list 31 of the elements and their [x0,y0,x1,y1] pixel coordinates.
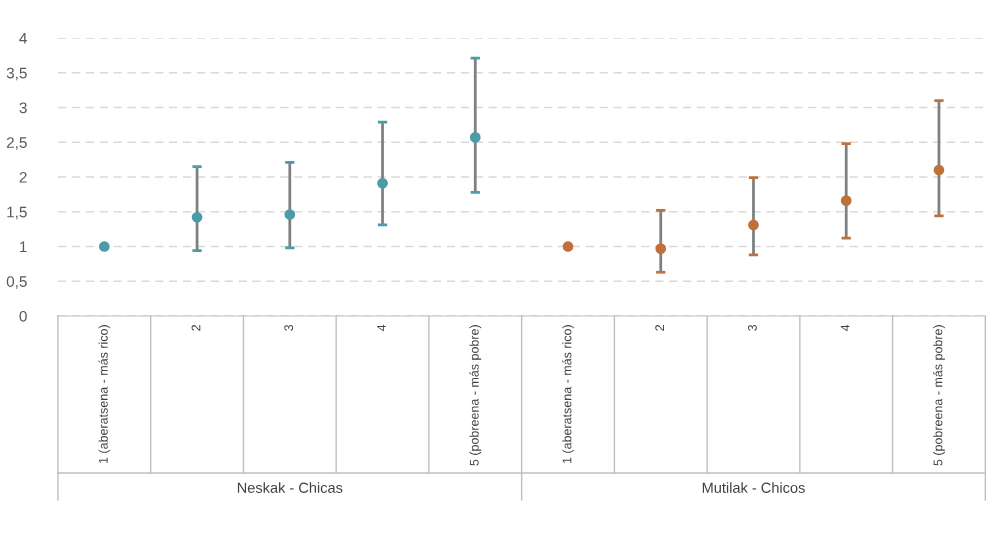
x-tick-label: 1 (aberatsena - más rico) [562,325,574,464]
text: Neskak - Chicas [237,482,343,493]
y-tick-label: 2 [19,171,27,183]
x-tick-label: 4 [840,324,850,332]
point [933,164,945,176]
point [469,132,481,143]
y-tick-label: 3,5 [6,67,27,81]
text: Mutilak - Chicos [702,482,805,493]
point [191,211,203,223]
y-tick-label: 0 [19,310,27,322]
y-tick-label: 2,5 [6,137,27,150]
point [98,241,110,252]
x-tick-label: 5 (pobreena - más pobre) [933,325,945,466]
y-tick-label: 3 [19,102,27,114]
x-tick-label: 5 (pobreena - más pobre) [469,325,482,466]
point [284,209,296,220]
point [655,243,667,254]
y-tick-label: 1,5 [7,206,27,220]
x-tick-label: 3 [747,324,757,331]
x-tick-label: 4 [377,324,386,332]
x-tick-label: 2 [191,324,201,331]
x-tick-label: 3 [284,324,294,331]
y-tick-label: 0,5 [6,276,27,289]
point [562,241,574,252]
y-tick-label: 1 [20,241,27,253]
y-tick-label: 4 [19,33,27,44]
point [377,177,388,189]
point [840,195,852,207]
x-tick-label: 2 [655,324,664,331]
point [748,219,759,231]
x-tick-label: 1 (aberatsena - más rico) [98,325,111,464]
